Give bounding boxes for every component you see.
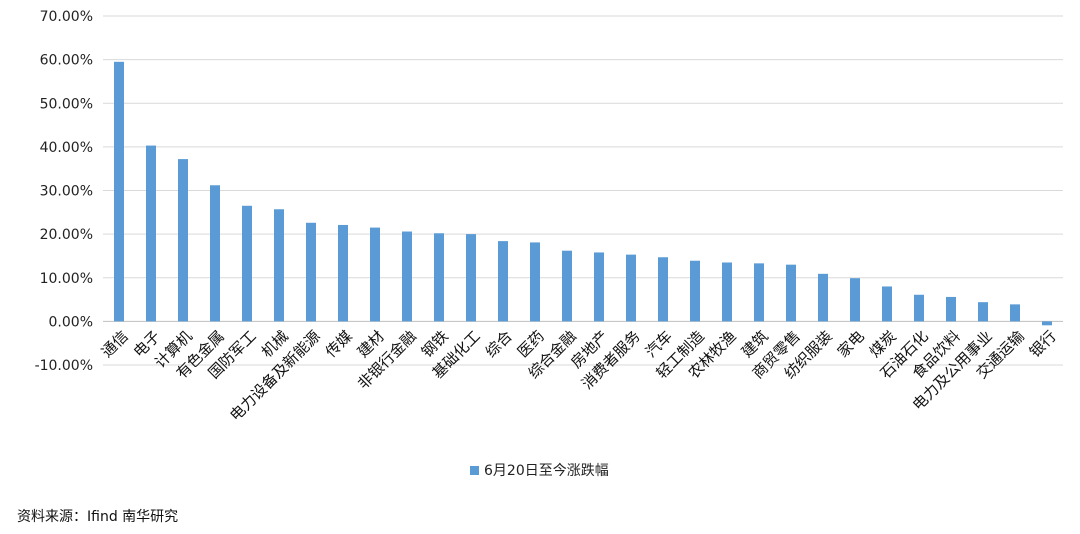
- legend: 6月20日至今涨跌幅: [470, 463, 609, 479]
- y-tick-label: -10.00%: [35, 358, 93, 374]
- legend-swatch: [470, 466, 479, 475]
- bar: [370, 227, 380, 322]
- bar: [274, 209, 284, 322]
- bar: [306, 222, 316, 322]
- x-tick-label: 传媒: [322, 327, 356, 361]
- y-tick-label: 20.00%: [40, 227, 93, 243]
- bar: [210, 185, 220, 322]
- bar: [786, 264, 796, 322]
- bars: [114, 61, 1052, 326]
- source-note: 资料来源：Ifind 南华研究: [17, 509, 179, 525]
- bar: [402, 231, 412, 322]
- y-tick-label: 60.00%: [40, 53, 93, 69]
- bar: [1010, 304, 1020, 322]
- bar: [114, 61, 124, 322]
- bar: [466, 234, 476, 322]
- x-tick-label: 综合: [482, 327, 516, 361]
- bar: [722, 262, 732, 322]
- bar: [978, 302, 988, 322]
- bar: [946, 296, 956, 322]
- bar: [1042, 321, 1052, 326]
- bar: [562, 250, 572, 322]
- y-tick-label: 30.00%: [40, 184, 93, 200]
- bar: [434, 233, 444, 322]
- bar: [146, 145, 156, 322]
- bar: [818, 273, 828, 322]
- bar: [850, 278, 860, 322]
- x-tick-label: 家电: [834, 327, 868, 361]
- gridlines: [103, 15, 1063, 366]
- bar: [626, 254, 636, 322]
- bar: [178, 159, 188, 322]
- bar: [242, 205, 252, 322]
- bar: [498, 241, 508, 322]
- bar: [658, 257, 668, 322]
- y-axis-ticks: -10.00% 0.00% 10.00% 20.00% 30.00% 40.00% 50.0…: [35, 9, 93, 374]
- x-tick-label: 银行: [1026, 327, 1060, 361]
- bar: [338, 224, 348, 322]
- legend-label: 6月20日至今涨跌幅: [484, 463, 609, 479]
- bar: [914, 294, 924, 322]
- y-tick-label: 10.00%: [40, 271, 93, 287]
- y-tick-label: 40.00%: [40, 140, 93, 156]
- bar: [594, 252, 604, 322]
- x-tick-label: 通信: [98, 327, 132, 361]
- bar: [882, 286, 892, 322]
- bar: [530, 242, 540, 322]
- y-tick-label: 0.00%: [49, 314, 93, 330]
- bar: [690, 260, 700, 322]
- bar: [754, 263, 764, 322]
- x-axis-ticks: 通信电子计算机有色金属国防军工机械电力设备及新能源传媒建材非银行金融钢铁基础化工…: [98, 327, 1060, 425]
- y-tick-label: 70.00%: [40, 9, 93, 25]
- y-tick-label: 50.00%: [40, 96, 93, 112]
